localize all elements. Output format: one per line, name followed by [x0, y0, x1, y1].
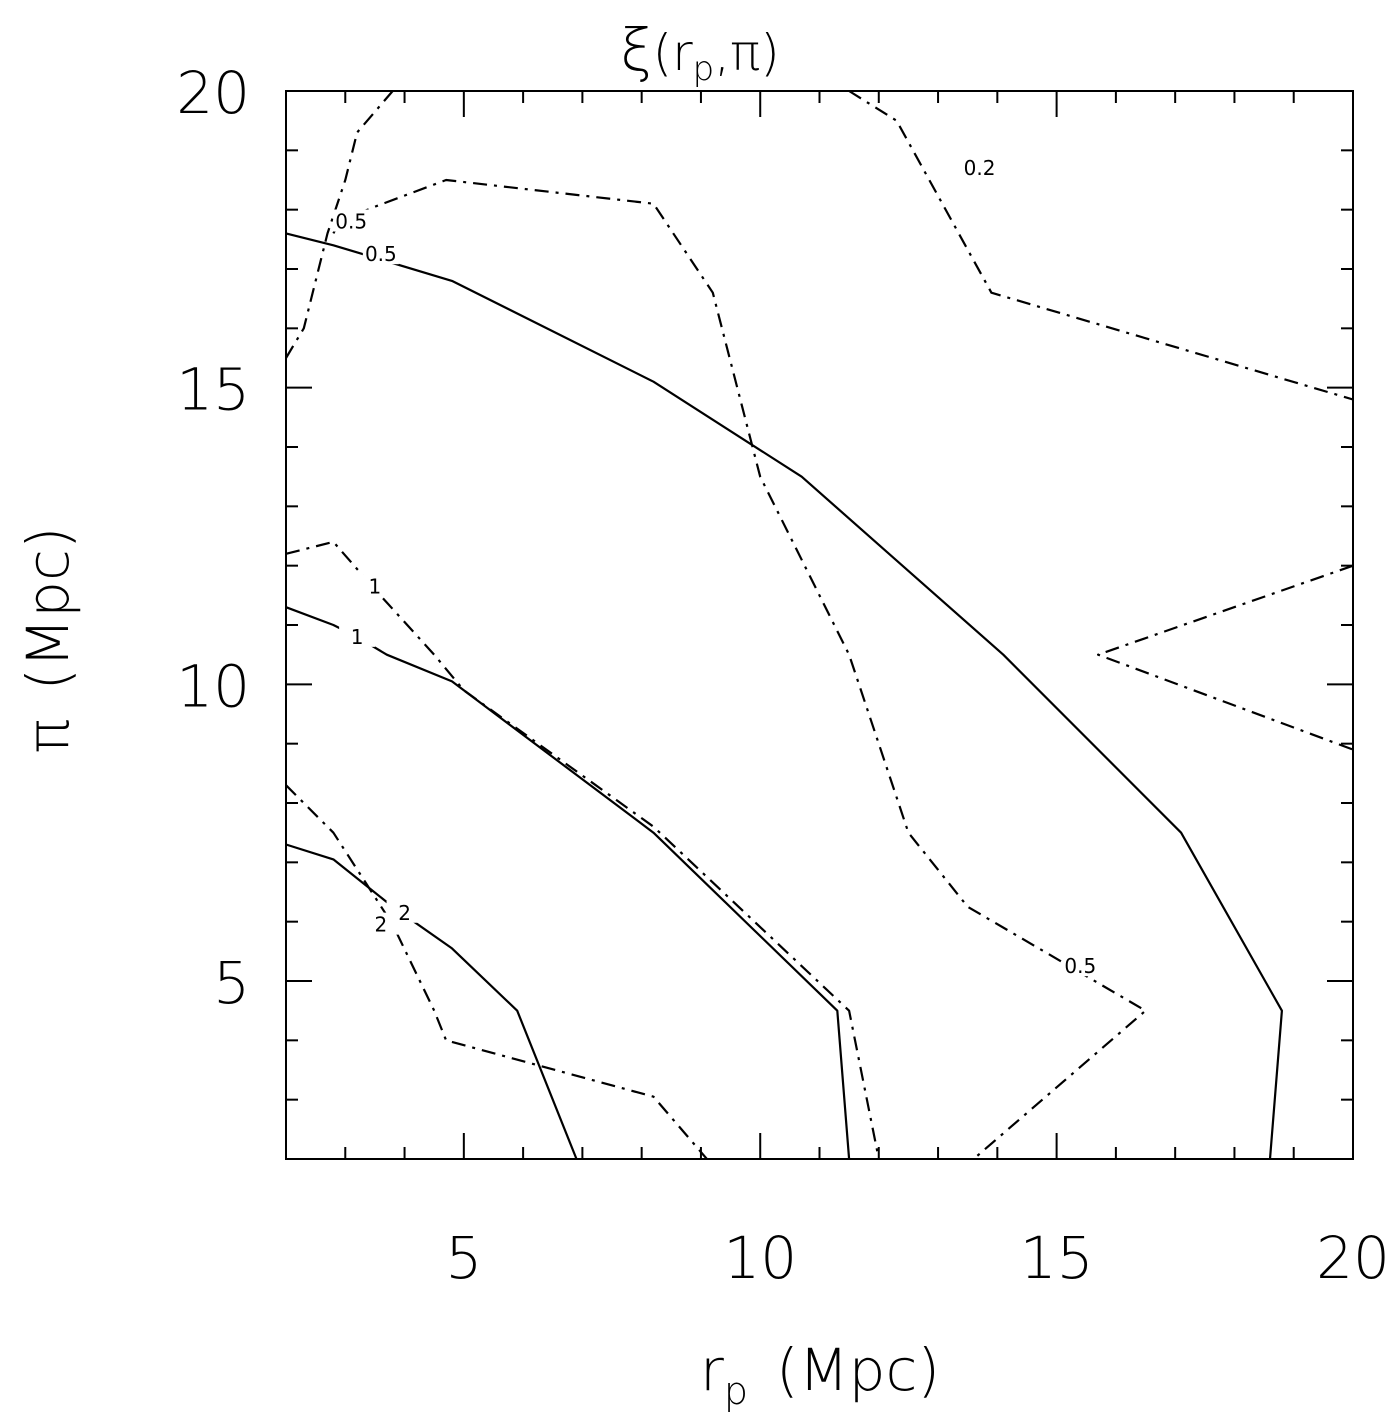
x-axis-title: rp (Mpc): [700, 1336, 940, 1413]
contour-solid-1: [285, 606, 851, 1160]
title-rp-sub: p: [693, 49, 715, 89]
contour-dash-dot-2: [285, 784, 708, 1160]
title-comma: ,: [714, 24, 730, 82]
x-axis-title-sub: p: [724, 1369, 748, 1413]
y-tick-label: 15: [176, 356, 250, 424]
contour-label: 0.5: [1064, 954, 1096, 978]
axis-ticks: [286, 91, 1353, 1159]
contour-label: 1: [351, 625, 364, 649]
contour-label-bg: [362, 242, 399, 265]
contour-dash-dot-1: [285, 540, 880, 1160]
x-tick-label: 15: [1020, 1224, 1094, 1292]
plot-frame: [285, 90, 1354, 1160]
contour-solid-2: [285, 843, 578, 1160]
contour-label-bg: [356, 574, 393, 597]
x-axis-title-units: (Mpc): [776, 1336, 940, 1404]
contour-label-bg: [362, 912, 399, 935]
x-axis-title-main: r: [700, 1336, 724, 1404]
contour-dash-dot: [285, 90, 394, 359]
contour-lines: [285, 90, 1354, 1160]
contour-label: 2: [374, 913, 387, 937]
y-tick-label: 20: [176, 59, 250, 127]
x-tick-label: 10: [723, 1224, 797, 1292]
contour-label-bg: [961, 156, 998, 179]
contour-labels: 0.5 0.5 0.2 1 1 22 0.5: [333, 156, 1099, 978]
y-axis-title: π (Mpc): [14, 527, 82, 754]
contour-label-bg: [339, 624, 376, 647]
x-tick-label: 5: [445, 1224, 482, 1292]
contour-label: 0.2: [964, 156, 996, 180]
y-tick-label: 10: [176, 652, 250, 720]
contour-dash-dot-0.2: [848, 90, 1354, 401]
contour-label-bg: [1062, 954, 1099, 977]
title-close-paren: ): [760, 24, 780, 82]
contour-label-bg: [333, 209, 370, 232]
plot-title: ξ(rp,π): [620, 16, 780, 89]
x-tick-label: 20: [1316, 1224, 1390, 1292]
title-pi: π: [730, 24, 760, 82]
contour-label: 0.5: [365, 242, 397, 266]
y-axis-title-main: π: [14, 719, 82, 754]
tick-labels: 5 10 15 20 5 10 15 20: [176, 59, 1390, 1292]
title-xi: ξ: [620, 16, 652, 84]
contour-solid-0.5: [285, 232, 1284, 1160]
title-open-paren: (: [653, 24, 673, 82]
contour-dash-dot: [1096, 564, 1354, 751]
y-axis-title-units: (Mpc): [14, 527, 82, 691]
contour-label: 2: [398, 901, 411, 925]
contour-label: 0.5: [335, 210, 367, 234]
title-rp: r: [672, 24, 693, 82]
contour-label: 1: [369, 574, 382, 598]
contour-dash-dot-0.5: [332, 178, 1147, 1160]
y-tick-label: 5: [213, 949, 250, 1017]
